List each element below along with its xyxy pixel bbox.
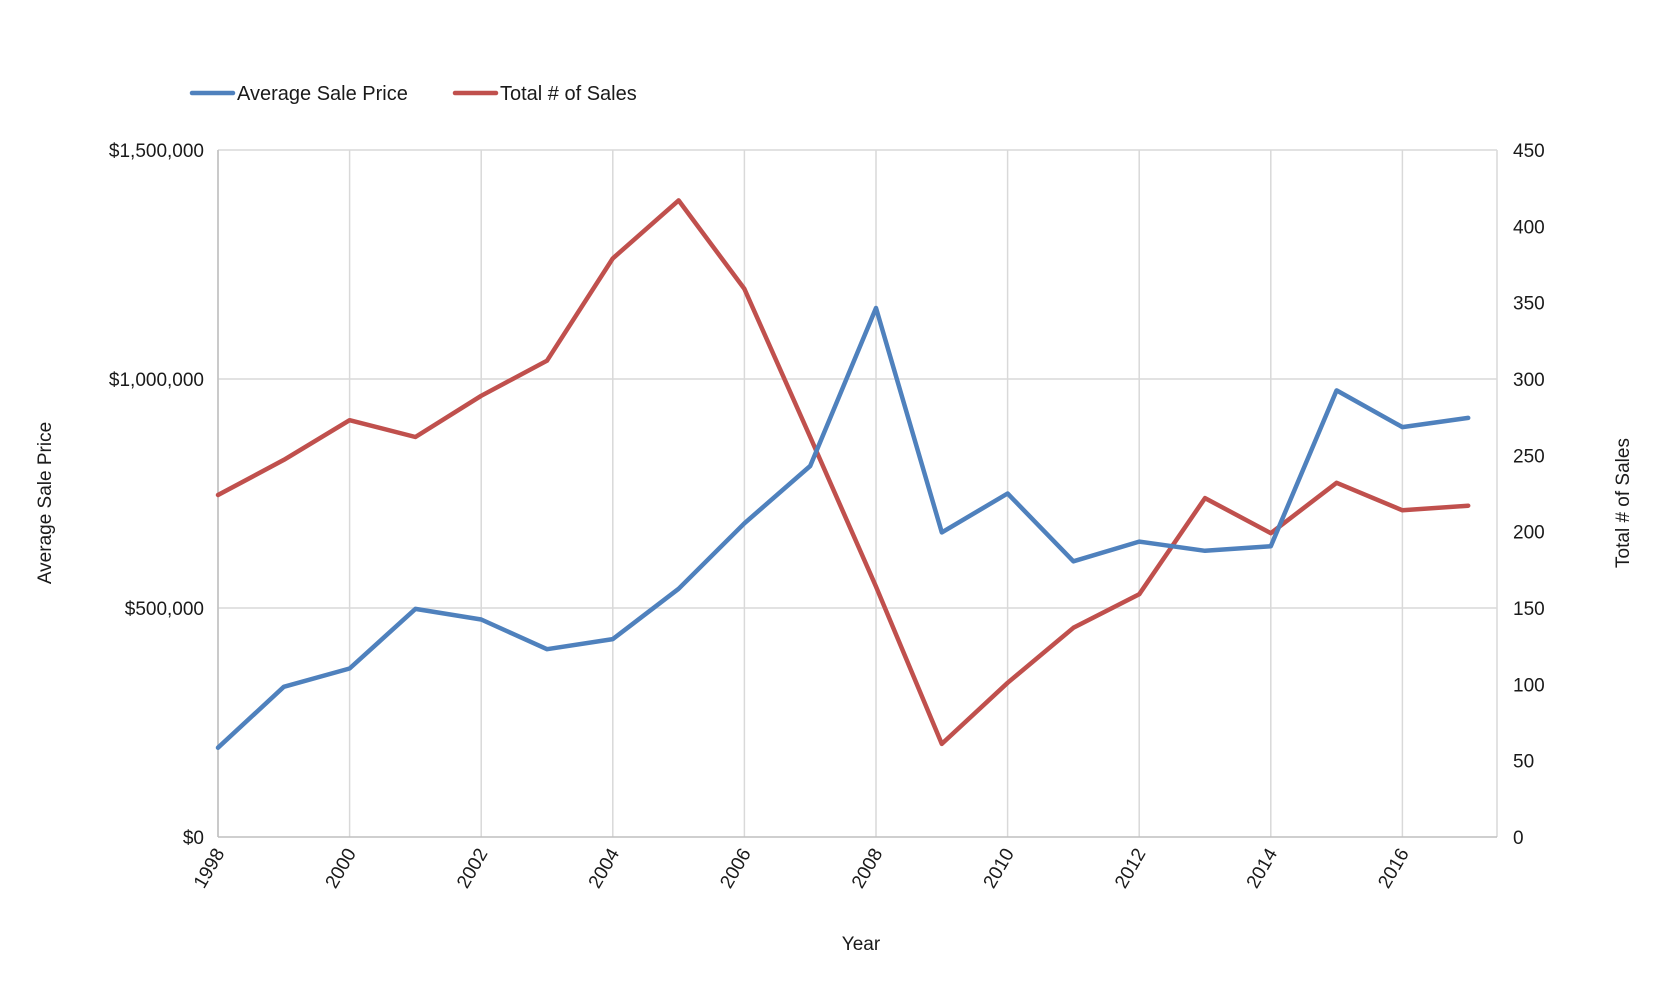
- x-tick-label: 2006: [716, 845, 755, 892]
- y-right-tick-label: 300: [1513, 370, 1545, 391]
- y-axis-right-title: Total # of Sales: [1613, 438, 1634, 568]
- x-tick-label: 2016: [1374, 845, 1413, 892]
- axis-layer: [217, 150, 1497, 838]
- tick-layer: $0 $500,000 $1,000,000 $1,500,000 0 50 100 150 2…: [109, 141, 1545, 892]
- y-right-tick-label: 350: [1513, 294, 1545, 315]
- series-layer: [215, 198, 1471, 750]
- y-left-tick-label: $500,000: [125, 599, 204, 620]
- y-right-tick-label: 50: [1513, 752, 1534, 773]
- x-tick-label: 2004: [585, 845, 625, 892]
- x-tick-label: 2002: [453, 845, 492, 892]
- y-left-tick-label: $1,000,000: [109, 370, 204, 391]
- grid-layer: [217, 149, 1498, 837]
- y-right-tick-label: 150: [1513, 599, 1545, 620]
- y-left-tick-label: $0: [183, 828, 204, 849]
- y-right-tick-label: 0: [1513, 828, 1524, 849]
- x-tick-label: 2014: [1243, 845, 1283, 892]
- legend: Average Sale Price Total # of Sales: [189, 83, 637, 105]
- x-tick-label: 2012: [1111, 845, 1150, 892]
- legend-label-total-sales: Total # of Sales: [500, 83, 637, 105]
- y-right-tick-label: 450: [1513, 141, 1545, 162]
- x-tick-label: 1998: [190, 845, 229, 892]
- x-tick-label: 2008: [848, 845, 887, 892]
- y-left-tick-label: $1,500,000: [109, 141, 204, 162]
- legend-label-average-sale-price: Average Sale Price: [237, 83, 408, 105]
- series-line-total-of-sales: [215, 198, 1471, 747]
- x-tick-label: 2000: [322, 845, 361, 892]
- y-axis-left-title: Average Sale Price: [35, 422, 56, 584]
- x-tick-label: 2010: [980, 845, 1019, 892]
- series-line-average-sale-price: [215, 305, 1471, 750]
- y-right-tick-label: 250: [1513, 446, 1545, 467]
- y-right-tick-label: 200: [1513, 523, 1545, 544]
- x-axis-title: Year: [842, 934, 881, 955]
- y-right-tick-label: 400: [1513, 217, 1545, 238]
- y-right-tick-label: 100: [1513, 675, 1545, 696]
